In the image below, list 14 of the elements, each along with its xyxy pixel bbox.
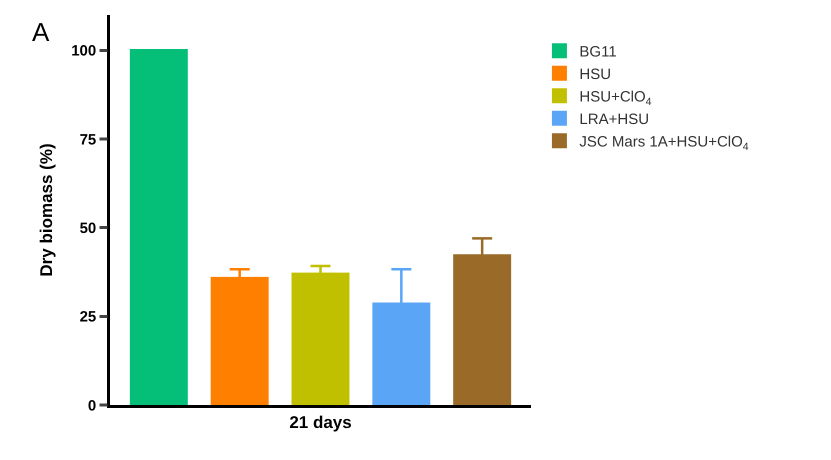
text: A — [32, 17, 50, 47]
x-tick-label: 21 days — [289, 413, 352, 432]
legend-label: LRA+HSU — [579, 111, 650, 128]
legend-label: HSU — [579, 66, 612, 84]
legend-label: HSU+ClO$_{4}$ — [579, 88, 652, 108]
y-axis-title: Dry biomass (%) — [36, 143, 56, 277]
y-tick-label: 75 — [80, 131, 96, 148]
bar — [130, 48, 188, 405]
y-tick-label: 100 — [71, 42, 96, 60]
legend-label: JSC Mars 1A+HSU+ClO$_{4}$ — [579, 134, 749, 153]
legend-label: BG11 — [579, 44, 617, 61]
y-tick-label: 50 — [80, 220, 96, 237]
y-tick-label: 0 — [88, 397, 96, 414]
y-tick-label: 25 — [80, 308, 96, 326]
